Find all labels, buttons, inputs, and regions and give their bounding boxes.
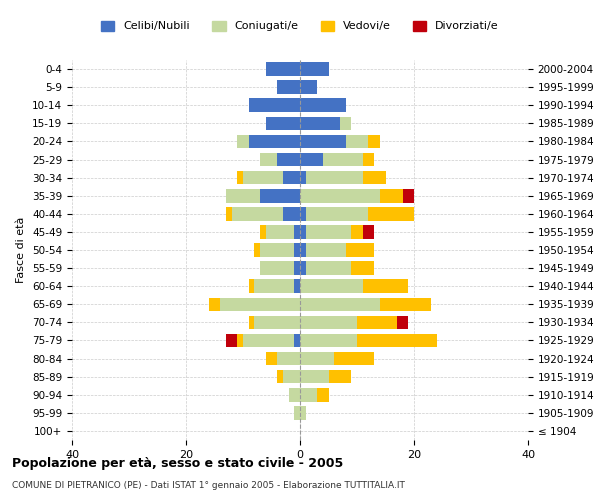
Bar [306, 225, 352, 238]
Legend: Celibi/Nubili, Coniugati/e, Vedovi/e, Divorziati/e: Celibi/Nubili, Coniugati/e, Vedovi/e, Di… [97, 16, 503, 36]
Bar [283, 207, 300, 220]
Bar [300, 189, 380, 202]
Bar [283, 370, 300, 384]
Bar [249, 316, 254, 329]
Bar [232, 207, 283, 220]
Bar [403, 189, 414, 202]
Bar [266, 62, 300, 76]
Bar [209, 298, 220, 311]
Bar [300, 262, 306, 275]
Bar [266, 225, 295, 238]
Bar [368, 134, 380, 148]
Bar [238, 171, 243, 184]
Bar [260, 189, 300, 202]
Bar [306, 262, 352, 275]
Bar [295, 243, 300, 257]
Bar [362, 225, 374, 238]
Bar [368, 207, 414, 220]
Bar [277, 80, 300, 94]
Bar [380, 298, 431, 311]
Bar [226, 189, 260, 202]
Bar [300, 152, 323, 166]
Bar [300, 334, 357, 347]
Bar [357, 334, 437, 347]
Bar [295, 225, 300, 238]
Bar [362, 171, 386, 184]
Bar [334, 352, 374, 366]
Bar [323, 152, 362, 166]
Bar [226, 334, 238, 347]
Bar [295, 406, 300, 419]
Bar [289, 388, 300, 402]
Bar [249, 98, 300, 112]
Bar [277, 370, 283, 384]
Bar [254, 316, 300, 329]
Text: Popolazione per età, sesso e stato civile - 2005: Popolazione per età, sesso e stato civil… [12, 458, 343, 470]
Bar [340, 116, 351, 130]
Bar [300, 225, 306, 238]
Bar [352, 225, 362, 238]
Bar [300, 62, 329, 76]
Bar [266, 352, 277, 366]
Bar [283, 171, 300, 184]
Bar [226, 207, 232, 220]
Bar [260, 225, 266, 238]
Bar [266, 116, 300, 130]
Bar [238, 334, 243, 347]
Bar [243, 334, 295, 347]
Bar [260, 262, 295, 275]
Bar [300, 171, 306, 184]
Y-axis label: Fasce di età: Fasce di età [16, 217, 26, 283]
Bar [300, 280, 362, 293]
Bar [300, 316, 357, 329]
Bar [380, 189, 403, 202]
Bar [346, 134, 368, 148]
Bar [300, 352, 334, 366]
Bar [317, 388, 329, 402]
Bar [300, 388, 317, 402]
Bar [346, 243, 374, 257]
Bar [300, 406, 306, 419]
Bar [306, 171, 362, 184]
Bar [362, 152, 374, 166]
Bar [295, 334, 300, 347]
Bar [277, 352, 300, 366]
Bar [260, 152, 277, 166]
Bar [238, 134, 249, 148]
Bar [254, 243, 260, 257]
Bar [295, 262, 300, 275]
Bar [300, 116, 340, 130]
Bar [300, 370, 329, 384]
Bar [329, 370, 352, 384]
Text: COMUNE DI PIETRANICO (PE) - Dati ISTAT 1° gennaio 2005 - Elaborazione TUTTITALIA: COMUNE DI PIETRANICO (PE) - Dati ISTAT 1… [12, 480, 405, 490]
Bar [300, 298, 380, 311]
Bar [300, 98, 346, 112]
Bar [306, 243, 346, 257]
Bar [300, 207, 306, 220]
Bar [362, 280, 409, 293]
Bar [249, 280, 254, 293]
Bar [306, 207, 368, 220]
Bar [397, 316, 408, 329]
Bar [277, 152, 300, 166]
Bar [300, 80, 317, 94]
Bar [300, 243, 306, 257]
Bar [295, 280, 300, 293]
Bar [254, 280, 295, 293]
Bar [220, 298, 300, 311]
Bar [352, 262, 374, 275]
Bar [357, 316, 397, 329]
Bar [260, 243, 295, 257]
Bar [249, 134, 300, 148]
Bar [243, 171, 283, 184]
Bar [300, 134, 346, 148]
